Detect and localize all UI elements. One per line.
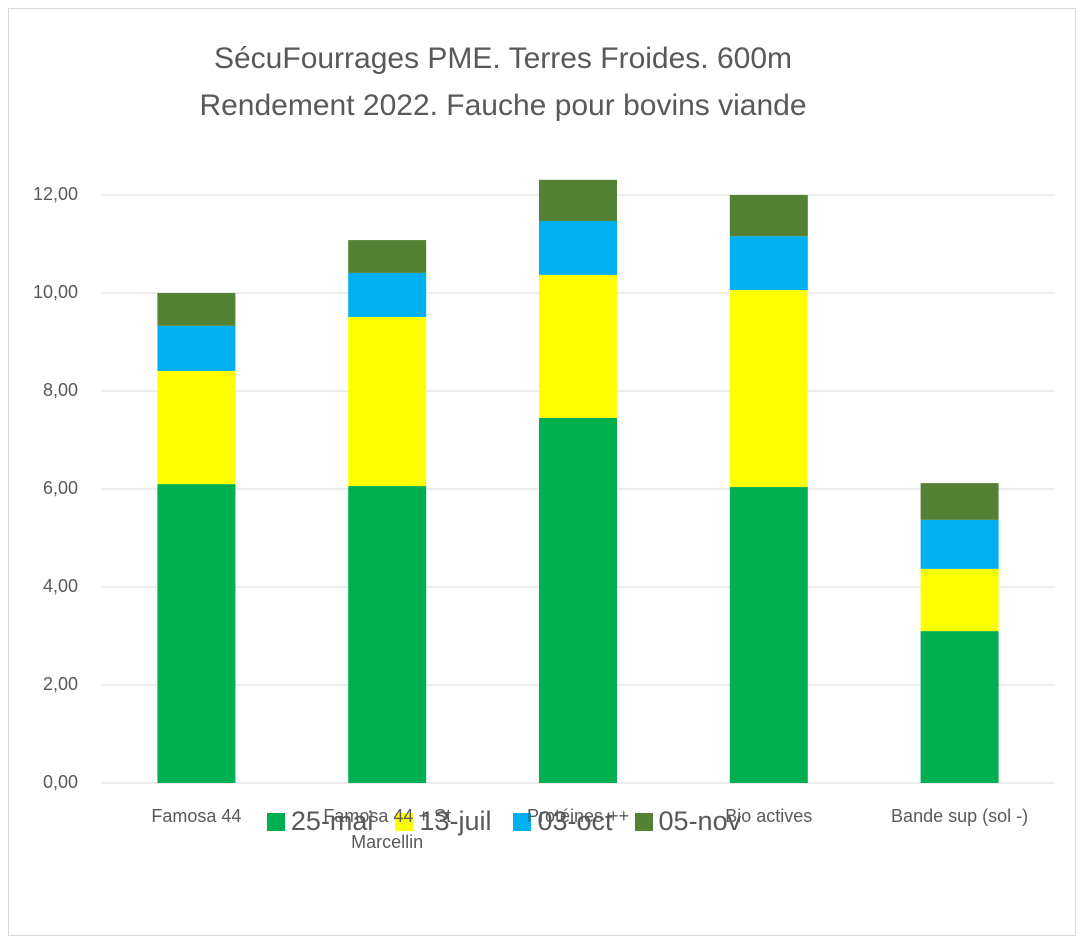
bar <box>539 179 617 221</box>
bar <box>729 290 808 488</box>
bar <box>348 486 427 783</box>
x-tick-label: Famosa 44 <box>151 806 242 826</box>
legend-label: 03-oct <box>537 806 613 836</box>
y-tick-label: 12,00 <box>33 184 78 204</box>
legend-label: 25-mai <box>290 806 374 836</box>
y-tick-label: 10,00 <box>33 282 78 302</box>
bar <box>157 484 236 783</box>
bar <box>539 417 617 783</box>
y-tick-label: 2,00 <box>43 674 78 694</box>
bar <box>157 370 236 485</box>
legend-item: 13-juil <box>395 806 491 837</box>
bar <box>348 240 427 273</box>
bar <box>348 272 427 318</box>
bar <box>729 195 808 237</box>
x-tick-label: Protéines ++ <box>526 806 630 826</box>
bar <box>539 220 617 275</box>
bar <box>920 483 999 520</box>
legend-swatch <box>266 812 285 831</box>
x-tick-label: Bio actives <box>725 806 813 826</box>
bar <box>920 631 999 783</box>
legend-label: 05-nov <box>658 806 742 836</box>
legend-item: 05-nov <box>634 806 742 837</box>
bar <box>157 293 236 326</box>
legend-swatch <box>513 812 532 831</box>
bar <box>729 236 808 291</box>
y-tick-label: 0,00 <box>43 772 78 792</box>
bar <box>729 487 808 783</box>
legend-label: 13-juil <box>419 806 492 836</box>
bar <box>157 325 236 371</box>
chart-title: SécuFourrages PME. Terres Froides. 600m <box>214 42 792 75</box>
legend-swatch <box>634 812 653 831</box>
legend-item: 25-mai <box>266 806 374 837</box>
y-tick-label: 6,00 <box>43 478 78 498</box>
bar <box>920 568 999 632</box>
chart-title: Rendement 2022. Fauche pour bovins viand… <box>199 89 806 122</box>
legend-swatch <box>395 812 414 831</box>
bar <box>348 317 427 487</box>
bar <box>920 519 999 569</box>
legend: 25-mai 13-juil 03-oct 05-nov <box>0 806 1008 837</box>
y-tick-label: 4,00 <box>43 576 78 596</box>
x-tick-label: Bande sup (sol -) <box>891 806 1029 826</box>
legend-item: 03-oct <box>513 806 613 837</box>
bar <box>539 274 617 418</box>
x-tick-label: Famosa 44 + St Marcellin <box>323 806 451 852</box>
y-tick-label: 8,00 <box>43 380 78 400</box>
